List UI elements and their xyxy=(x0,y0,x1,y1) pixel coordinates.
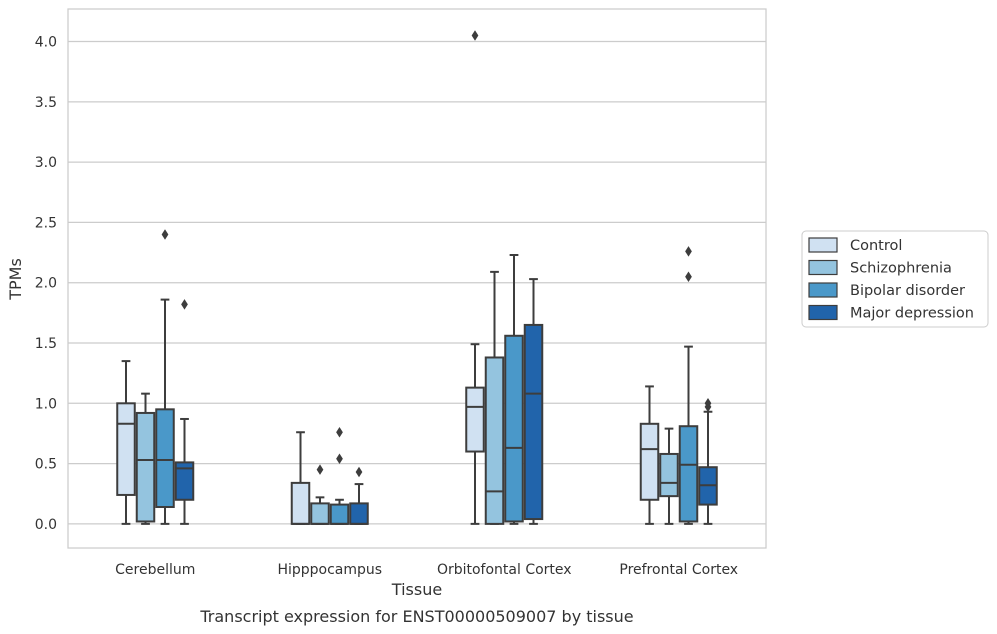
box-plot xyxy=(349,466,369,525)
outlier-point xyxy=(685,271,692,282)
iqr-box xyxy=(290,481,311,525)
box-plots xyxy=(116,30,718,525)
box-plot xyxy=(504,253,524,525)
outlier-point xyxy=(355,466,363,478)
legend: Control Schizophrenia Bipolar disorder Majo… xyxy=(801,230,989,328)
legend-swatch xyxy=(808,304,838,321)
x-tick-label: Hipppocampus xyxy=(277,562,382,578)
y-tick-label: 0.5 xyxy=(35,457,57,473)
y-tick-label: 2.0 xyxy=(35,276,57,292)
box-plot xyxy=(135,392,156,525)
x-tick-labels: Cerebellum Hipppocampus Orbitofontal Corte… xyxy=(115,562,738,578)
y-tick-label: 3.5 xyxy=(35,95,57,111)
iqr-box xyxy=(484,356,505,525)
y-tick-label: 0.0 xyxy=(35,517,57,533)
x-axis-label: Tissue xyxy=(391,580,442,599)
y-tick-label: 1.0 xyxy=(35,396,57,412)
legend-label: Major depression xyxy=(850,306,974,322)
outlier-point xyxy=(471,30,479,41)
legend-item: Major depression xyxy=(808,304,974,322)
outlier-point xyxy=(336,426,343,438)
legend-label: Control xyxy=(850,238,902,254)
legend-items: Control Schizophrenia Bipolar disorder Majo… xyxy=(808,237,974,322)
iqr-box xyxy=(504,334,524,523)
iqr-box xyxy=(465,386,485,453)
outlier-point xyxy=(685,246,692,257)
x-tick-label: Cerebellum xyxy=(115,562,195,578)
iqr-box xyxy=(678,425,699,523)
iqr-box xyxy=(349,502,369,525)
box-plot xyxy=(465,30,485,525)
y-tick-label: 1.5 xyxy=(35,336,57,352)
outlier-point xyxy=(704,398,712,409)
x-tick-label: Orbitofontal Cortex xyxy=(437,562,572,578)
outlier-point xyxy=(316,464,324,475)
iqr-box xyxy=(310,502,330,525)
box-plot xyxy=(116,360,136,525)
y-tick-label: 2.5 xyxy=(35,215,57,231)
legend-label: Bipolar disorder xyxy=(850,283,965,299)
legend-swatch xyxy=(808,259,838,276)
box-plot xyxy=(174,299,195,525)
legend-item: Schizophrenia xyxy=(808,259,952,277)
y-axis-label: TPMs xyxy=(6,258,25,301)
legend-item: Bipolar disorder xyxy=(808,282,965,299)
chart-caption: Transcript expression for ENST0000050900… xyxy=(199,607,633,626)
box-plot xyxy=(155,229,175,525)
y-tick-label: 4.0 xyxy=(35,35,57,51)
box-plot xyxy=(523,278,544,525)
y-tick-labels: 0.0 0.5 1.0 1.5 2.0 2.5 3.0 3.5 4.0 xyxy=(35,35,57,533)
plot-frame xyxy=(67,8,767,549)
outlier-point xyxy=(181,299,188,310)
y-tick-label: 3.0 xyxy=(35,155,57,171)
box-plot xyxy=(290,431,311,525)
box-plot xyxy=(659,427,679,525)
box-plot xyxy=(484,270,505,525)
box-plot xyxy=(678,246,699,525)
box-plot xyxy=(329,426,350,525)
iqr-box xyxy=(659,452,679,498)
x-tick-label: Prefrontal Cortex xyxy=(619,562,738,578)
box-plot xyxy=(639,385,660,525)
box-plot xyxy=(310,464,330,525)
iqr-box xyxy=(135,411,156,523)
legend-label: Schizophrenia xyxy=(850,261,952,277)
legend-swatch xyxy=(808,282,838,298)
outlier-point xyxy=(161,229,169,240)
iqr-box xyxy=(329,503,350,525)
iqr-box xyxy=(155,408,175,509)
box-plot xyxy=(698,398,718,525)
outlier-point xyxy=(336,453,343,465)
iqr-box xyxy=(174,461,195,501)
legend-frame xyxy=(801,230,989,328)
iqr-box xyxy=(116,402,136,496)
legend-item: Control xyxy=(808,237,902,254)
iqr-box xyxy=(639,422,660,501)
legend-swatch xyxy=(808,237,838,253)
iqr-box xyxy=(523,323,544,521)
